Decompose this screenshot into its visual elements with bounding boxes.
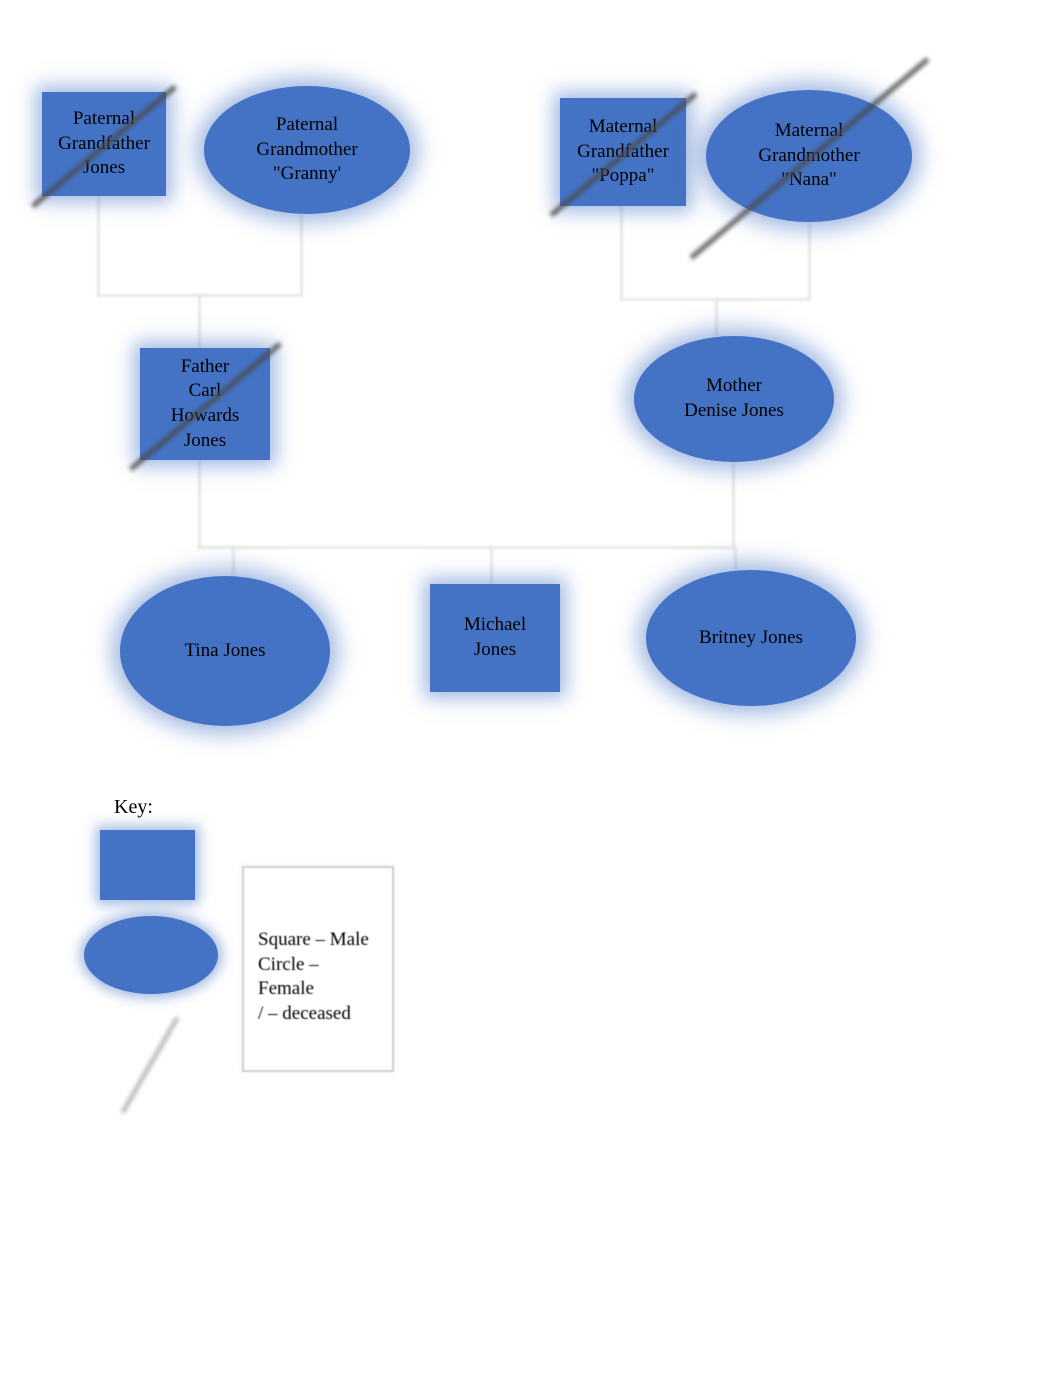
key-legend-text: Square – Male Circle – Female / – deceas… [258, 928, 378, 1027]
key-label: Key: [114, 796, 153, 819]
node-label: Britney Jones [699, 626, 803, 651]
node-label: Tina Jones [184, 639, 265, 664]
connector [232, 546, 235, 576]
connector [490, 546, 493, 584]
node-label: MichaelJones [464, 613, 526, 662]
key-line-2: Circle – Female [258, 953, 378, 1002]
node-pat-gf: PaternalGrandfatherJones [42, 92, 166, 196]
node-father: FatherCarlHowardsJones [140, 348, 270, 460]
node-mat-gm: MaternalGrandmother"Nana" [706, 90, 912, 222]
node-britney: Britney Jones [646, 570, 856, 706]
node-mother: MotherDenise Jones [634, 336, 834, 462]
connector [198, 460, 201, 548]
connector [734, 546, 737, 570]
deceased-slash-icon [549, 92, 697, 217]
connector [198, 546, 734, 549]
node-pat-gm: PaternalGrandmother"Granny' [204, 86, 410, 214]
connector [620, 206, 623, 300]
key-square-icon [100, 830, 195, 900]
node-label: PaternalGrandmother"Granny' [256, 113, 357, 187]
key-line-1: Square – Male [258, 928, 378, 953]
node-mat-gf: MaternalGrandfather"Poppa" [560, 98, 686, 206]
deceased-slash-icon [31, 85, 177, 208]
connector [300, 214, 303, 296]
key-slash-icon [121, 1016, 179, 1113]
node-label: MotherDenise Jones [684, 374, 784, 423]
node-tina: Tina Jones [120, 576, 330, 726]
connector [808, 222, 811, 300]
family-tree-canvas: PaternalGrandfatherJones PaternalGrandmot… [0, 0, 1062, 1377]
connector [198, 294, 201, 348]
connector [715, 298, 718, 336]
key-legend-box: Square – Male Circle – Female / – deceas… [242, 866, 394, 1072]
node-michael: MichaelJones [430, 584, 560, 692]
connector [732, 462, 735, 548]
connector [97, 196, 100, 296]
key-line-3: / – deceased [258, 1002, 378, 1027]
key-circle-icon [84, 916, 218, 994]
